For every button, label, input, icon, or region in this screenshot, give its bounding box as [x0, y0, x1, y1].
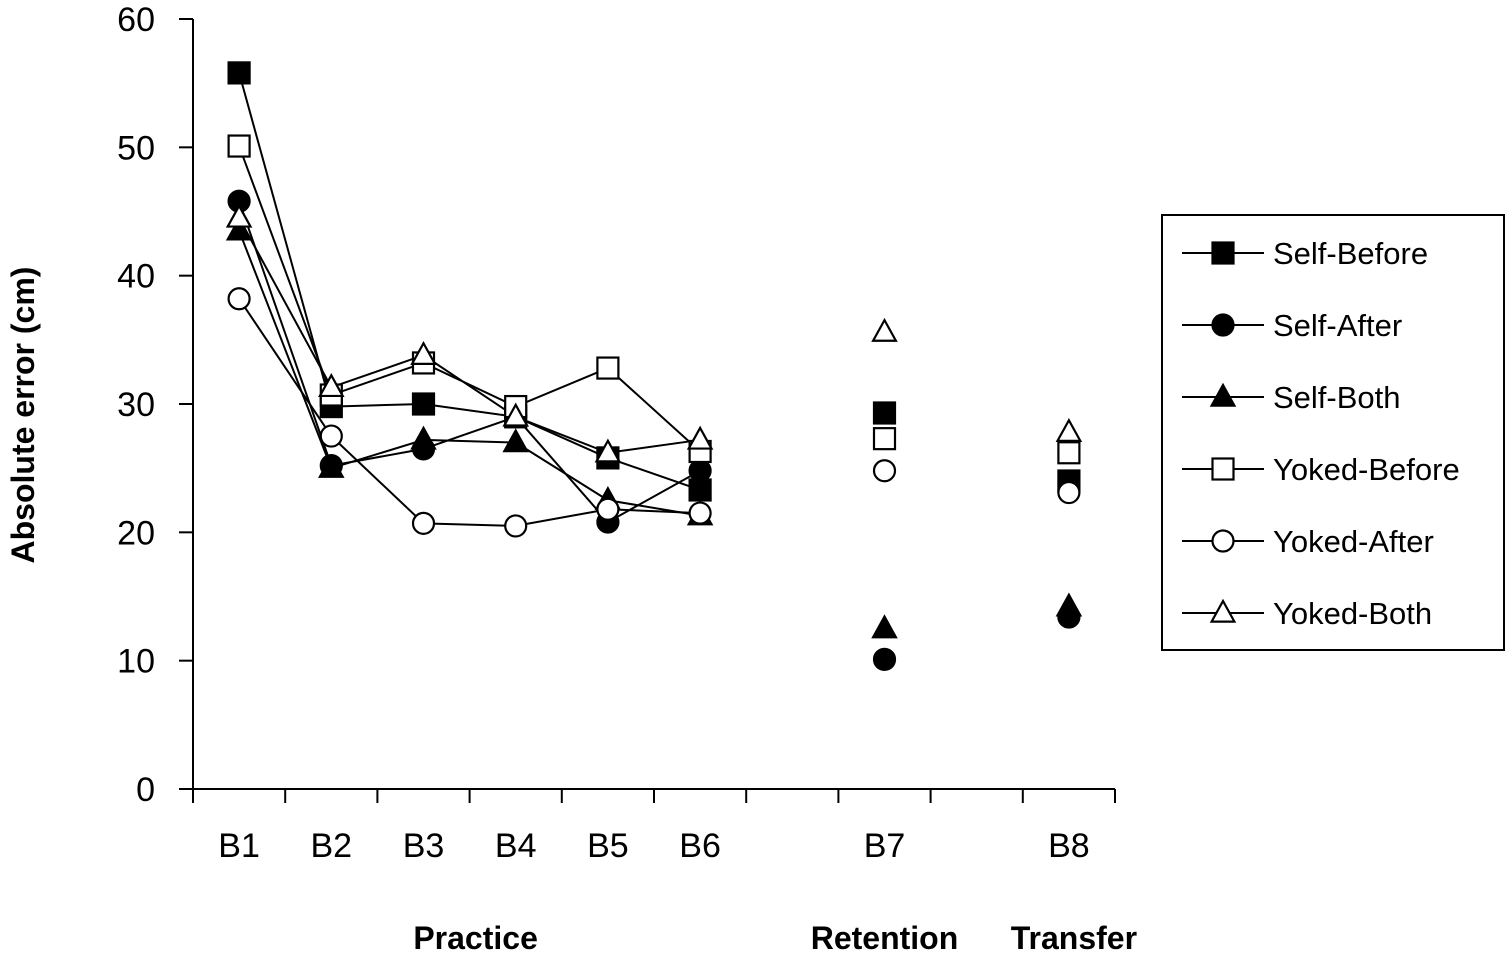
data-point-yoked-both [318, 373, 345, 398]
data-point-yoked-after [227, 287, 251, 311]
data-point-self-both [410, 425, 437, 450]
series-lines [238, 72, 701, 527]
legend-box [1161, 214, 1505, 651]
x-tick-label: B7 [864, 827, 906, 865]
data-point-yoked-after [1057, 480, 1081, 505]
data-point-self-before [688, 478, 712, 502]
data-point-yoked-both [225, 203, 253, 228]
y-tick-label: 40 [117, 258, 155, 296]
legend-item-yoked-after: Yoked-After [1182, 524, 1434, 559]
legend-item-self-before: Self-Before [1182, 236, 1428, 271]
group-label-retention: Retention [811, 920, 959, 956]
legend: Self-Before Self-After Self-Both Yoked-Befo… [1161, 214, 1505, 651]
data-point-self-before [872, 401, 897, 425]
data-point-self-both [1055, 592, 1083, 617]
group-label-practice: Practice [413, 920, 538, 956]
data-point-self-both [871, 614, 898, 639]
legend-marker [1211, 529, 1235, 553]
data-point-yoked-after [319, 424, 343, 448]
legend-item-self-both: Self-Both [1182, 380, 1401, 415]
y-tick-label: 60 [117, 1, 155, 39]
legend-marker [1211, 241, 1235, 265]
legend-item-yoked-before: Yoked-Before [1182, 452, 1460, 487]
data-point-yoked-both [594, 438, 622, 463]
legend-label: Yoked-After [1273, 524, 1434, 559]
y-tick-label: 20 [117, 514, 155, 552]
x-tick-label: B4 [495, 827, 537, 865]
legend-label: Yoked-Before [1273, 452, 1460, 487]
category-group-labels: Practice Retention Transfer [413, 920, 1137, 956]
data-point-yoked-both [502, 402, 529, 427]
x-tick-label: B1 [218, 827, 260, 865]
data-point-self-both [318, 453, 345, 478]
legend-label: Self-After [1273, 308, 1402, 343]
data-point-yoked-after [504, 514, 528, 538]
x-axis: B1 B2 B3 B4 B5 B6 B7 B8 [179, 788, 1116, 865]
y-axis-label: Absolute error (cm) [5, 267, 41, 564]
series-line-self-after [238, 200, 701, 524]
data-point-yoked-after [872, 459, 897, 483]
legend-label: Yoked-Both [1273, 596, 1432, 631]
data-point-yoked-after [596, 497, 620, 521]
x-tick-label: B5 [587, 827, 629, 865]
legend-marker [1211, 313, 1235, 337]
data-point-self-after [688, 459, 712, 483]
y-tick-label: 50 [117, 129, 155, 167]
data-point-yoked-both [871, 317, 898, 342]
legend-marker [1209, 598, 1237, 623]
series-markers [225, 61, 1083, 671]
series-line-self-both [238, 230, 701, 517]
series-line-yoked-both [238, 217, 701, 454]
data-point-self-before [227, 61, 251, 85]
legend-label: Self-Before [1273, 236, 1428, 271]
y-axis: 0 10 20 30 40 50 60 [117, 1, 194, 809]
group-label-transfer: Transfer [1011, 920, 1137, 956]
x-tick-label: B2 [311, 827, 353, 865]
data-point-yoked-before [227, 134, 251, 158]
data-point-yoked-after [411, 511, 436, 535]
x-tick-label: B8 [1048, 827, 1090, 865]
data-point-self-before [411, 392, 436, 416]
data-point-yoked-after [688, 501, 712, 525]
y-tick-label: 30 [117, 386, 155, 424]
series-line-yoked-after [238, 298, 701, 527]
legend-marker [1211, 457, 1235, 481]
legend-marker [1209, 382, 1237, 407]
data-point-yoked-both [686, 425, 714, 450]
data-point-yoked-both [1055, 417, 1083, 442]
series-line-yoked-before [238, 145, 701, 453]
data-point-self-both [225, 216, 253, 241]
legend-item-yoked-both: Yoked-Both [1182, 596, 1432, 631]
x-tick-label: B3 [403, 827, 445, 865]
data-point-yoked-before [596, 356, 620, 380]
data-point-yoked-both [410, 340, 437, 365]
data-point-yoked-before [872, 427, 897, 451]
data-point-self-after [872, 647, 897, 671]
legend-label: Self-Both [1273, 380, 1401, 415]
legend-item-self-after: Self-After [1182, 308, 1402, 343]
x-tick-label: B6 [679, 827, 721, 865]
data-point-self-both [502, 428, 529, 453]
y-tick-label: 0 [136, 771, 155, 809]
y-tick-label: 10 [117, 643, 155, 681]
data-point-yoked-before [1057, 441, 1081, 465]
series-line-self-before [238, 72, 701, 491]
